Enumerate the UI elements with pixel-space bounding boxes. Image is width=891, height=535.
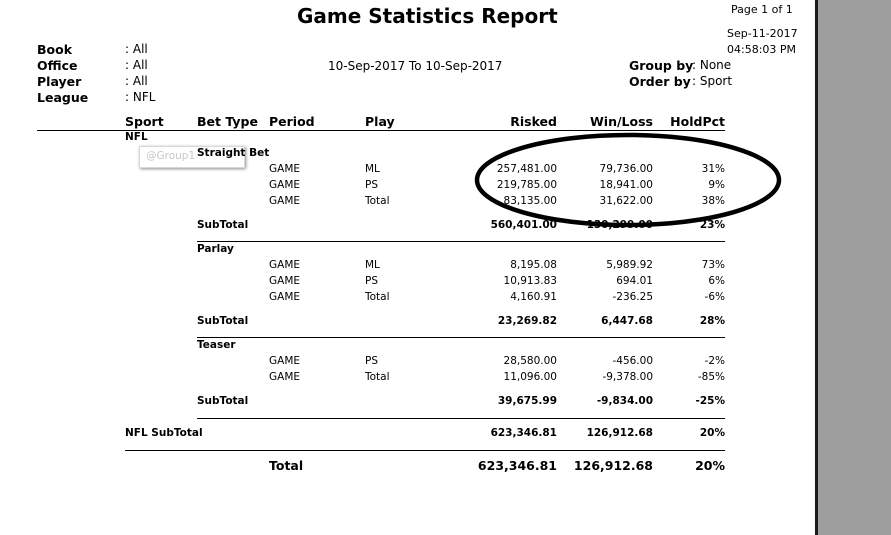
sport-subtotal-winloss: 126,912.68 bbox=[586, 427, 653, 439]
row-risked: 28,580.00 bbox=[503, 355, 557, 367]
sport-subtotal-holdpct: 20% bbox=[699, 427, 725, 439]
group-name-parlay: Parlay bbox=[197, 243, 234, 255]
book-value: : All bbox=[125, 42, 148, 56]
row-period: GAME bbox=[269, 275, 301, 287]
player-label: Player bbox=[37, 74, 82, 89]
grand-total-holdpct: 20% bbox=[695, 458, 725, 473]
group-by-label: Group by bbox=[629, 58, 694, 73]
subtotal-winloss: -9,834.00 bbox=[596, 395, 653, 407]
league-label: League bbox=[37, 90, 89, 105]
subtotal-risked: 560,401.00 bbox=[490, 219, 557, 231]
group-divider bbox=[197, 241, 725, 242]
total-divider bbox=[125, 450, 725, 451]
office-label: Office bbox=[37, 58, 78, 73]
subtotal-holdpct: 23% bbox=[699, 219, 725, 231]
sport-name: NFL bbox=[125, 131, 148, 143]
row-risked: 257,481.00 bbox=[496, 163, 557, 175]
header-divider bbox=[37, 130, 725, 131]
report-page: Game Statistics Report Page 1 of 1 Sep-1… bbox=[37, 3, 798, 473]
row-risked: 11,096.00 bbox=[503, 371, 557, 383]
row-play: Total bbox=[365, 371, 390, 383]
row-winloss: 79,736.00 bbox=[599, 163, 653, 175]
row-play: ML bbox=[365, 259, 380, 271]
page-number: Page 1 of 1 bbox=[731, 3, 793, 16]
row-holdpct: -6% bbox=[704, 291, 725, 303]
row-holdpct: 6% bbox=[708, 275, 725, 287]
row-play: Total bbox=[365, 195, 390, 207]
row-play: ML bbox=[365, 163, 380, 175]
subtotal-winloss: 6,447.68 bbox=[601, 315, 653, 327]
row-holdpct: 38% bbox=[701, 195, 725, 207]
row-risked: 4,160.91 bbox=[510, 291, 557, 303]
row-period: GAME bbox=[269, 371, 301, 383]
row-risked: 8,195.08 bbox=[510, 259, 557, 271]
row-risked: 83,135.00 bbox=[503, 195, 557, 207]
subtotal-label: SubTotal bbox=[197, 219, 249, 231]
row-holdpct: 73% bbox=[701, 259, 725, 271]
row-winloss: -9,378.00 bbox=[602, 371, 653, 383]
col-sport: Sport bbox=[125, 114, 164, 129]
subtotal-label: SubTotal bbox=[197, 395, 249, 407]
col-winloss: Win/Loss bbox=[590, 114, 653, 129]
book-label: Book bbox=[37, 42, 73, 57]
row-winloss: 5,989.92 bbox=[606, 259, 653, 271]
col-holdpct: HoldPct bbox=[670, 114, 725, 129]
print-time: 04:58:03 PM bbox=[727, 43, 797, 56]
page-edge bbox=[815, 0, 818, 535]
subtotal-holdpct: 28% bbox=[699, 315, 725, 327]
subtotal-risked: 23,269.82 bbox=[497, 315, 557, 327]
subtotal-holdpct: -25% bbox=[695, 395, 726, 407]
group-divider bbox=[197, 418, 725, 419]
row-holdpct: 9% bbox=[708, 179, 725, 191]
row-holdpct: -85% bbox=[697, 371, 725, 383]
row-play: PS bbox=[365, 355, 378, 367]
row-period: GAME bbox=[269, 179, 301, 191]
row-winloss: -236.25 bbox=[612, 291, 653, 303]
col-play: Play bbox=[365, 114, 395, 129]
row-holdpct: 31% bbox=[701, 163, 725, 175]
subtotal-risked: 39,675.99 bbox=[497, 395, 557, 407]
report-title: Game Statistics Report bbox=[297, 4, 558, 28]
group-by-value: : None bbox=[692, 58, 732, 72]
sport-subtotal-risked: 623,346.81 bbox=[490, 427, 557, 439]
row-risked: 10,913.83 bbox=[503, 275, 557, 287]
group-divider bbox=[197, 337, 725, 338]
group-name-teaser: Teaser bbox=[197, 339, 236, 351]
row-holdpct: -2% bbox=[704, 355, 725, 367]
row-winloss: 694.01 bbox=[616, 275, 653, 287]
office-value: : All bbox=[125, 58, 148, 72]
grand-total-label: Total bbox=[269, 458, 304, 473]
order-by-value: : Sport bbox=[692, 74, 733, 88]
row-play: PS bbox=[365, 179, 378, 191]
ellipse-annotation bbox=[474, 132, 782, 228]
row-play: Total bbox=[365, 291, 390, 303]
row-period: GAME bbox=[269, 355, 301, 367]
row-period: GAME bbox=[269, 291, 301, 303]
row-period: GAME bbox=[269, 163, 301, 175]
player-value: : All bbox=[125, 74, 148, 88]
group-name-straight-bet: Straight Bet bbox=[197, 147, 270, 159]
group-tooltip: @Group1 bbox=[139, 146, 245, 168]
subtotal-label: SubTotal bbox=[197, 315, 249, 327]
row-risked: 219,785.00 bbox=[496, 179, 557, 191]
col-period: Period bbox=[269, 114, 315, 129]
grand-total-winloss: 126,912.68 bbox=[573, 458, 653, 473]
grand-total-risked: 623,346.81 bbox=[477, 458, 557, 473]
order-by-label: Order by bbox=[629, 74, 691, 89]
col-risked: Risked bbox=[510, 114, 557, 129]
row-winloss: 31,622.00 bbox=[599, 195, 653, 207]
row-winloss: 18,941.00 bbox=[599, 179, 653, 191]
row-winloss: -456.00 bbox=[612, 355, 653, 367]
league-value: : NFL bbox=[125, 90, 156, 104]
row-play: PS bbox=[365, 275, 378, 287]
date-range: 10-Sep-2017 To 10-Sep-2017 bbox=[328, 59, 503, 73]
col-bet-type: Bet Type bbox=[197, 114, 258, 129]
viewer-background bbox=[815, 0, 891, 535]
sport-subtotal-label: NFL SubTotal bbox=[125, 427, 203, 439]
row-period: GAME bbox=[269, 195, 301, 207]
print-date: Sep-11-2017 bbox=[727, 27, 798, 40]
row-period: GAME bbox=[269, 259, 301, 271]
